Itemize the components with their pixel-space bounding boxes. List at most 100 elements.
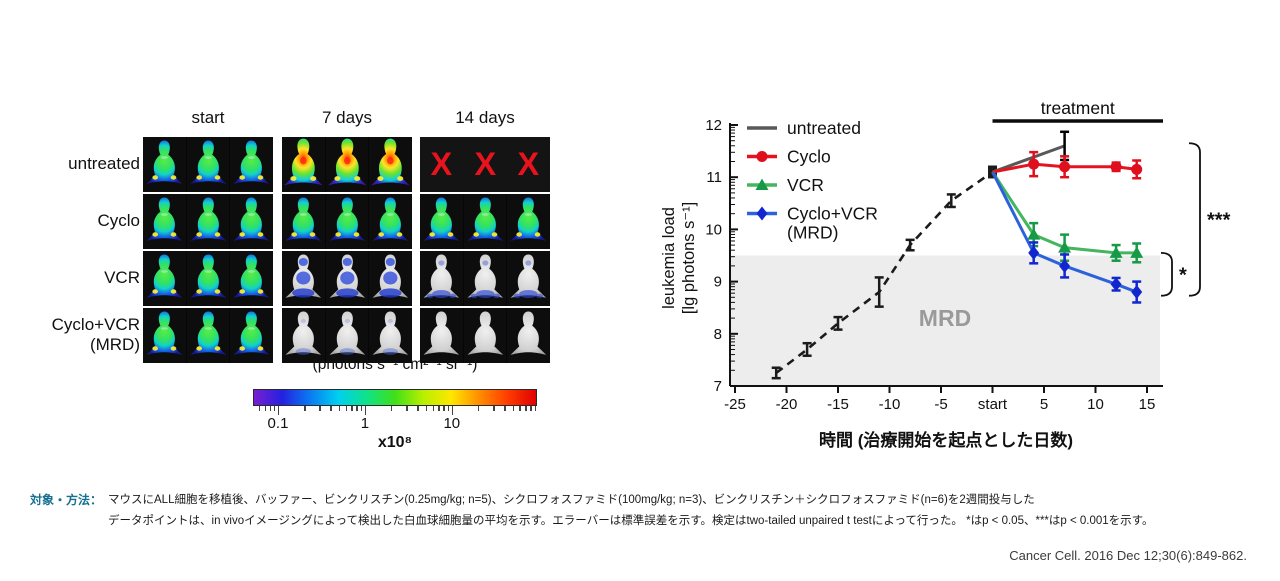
mouse-figure — [146, 254, 183, 298]
legend-label-cyclo-vcr: Cyclo+VCR — [787, 204, 878, 224]
mouse-image — [230, 194, 274, 249]
methods-note: 対象・方法： マウスにALL細胞を移植後、バッファー、ビンクリスチン(0.25m… — [30, 490, 1255, 532]
signal-patch — [377, 176, 384, 181]
signal-patch — [300, 157, 307, 165]
mouse-image-group — [143, 137, 274, 192]
colorbar-tick — [493, 406, 495, 411]
mouse-image — [369, 137, 413, 192]
legend-label-vcr: VCR — [787, 175, 824, 195]
mouse-image — [282, 194, 325, 249]
colorbar-tick-label: 0.1 — [267, 415, 289, 432]
colorbar-title: (photons s⁻¹ cm²⁻¹ sr⁻¹) — [312, 356, 478, 373]
signal-patch — [152, 346, 159, 351]
signal-patch — [170, 346, 177, 351]
marker-vcr — [1130, 246, 1144, 258]
mouse-figure — [233, 311, 270, 355]
mouse-figure — [371, 138, 410, 186]
signal-patch — [257, 346, 264, 351]
mouse-figure — [510, 197, 547, 241]
signal-patch — [386, 258, 396, 266]
mouse-figure — [372, 311, 409, 355]
mouse-figure — [285, 197, 322, 241]
mouse-body — [510, 254, 547, 298]
signal-patch — [429, 232, 436, 237]
signal-patch — [344, 318, 350, 324]
mouse-body — [190, 197, 226, 241]
mouse-body — [372, 197, 409, 241]
mouse-figure — [327, 138, 367, 186]
signal-patch — [353, 176, 360, 181]
mouse-image — [507, 308, 551, 363]
mouse-body — [510, 197, 547, 241]
mouse-image — [369, 308, 413, 363]
colorbar-tick — [391, 406, 393, 411]
mrd-label: MRD — [919, 305, 971, 331]
series-line-untreated — [991, 144, 1066, 174]
signal-patch — [519, 290, 538, 298]
signal-patch — [257, 289, 264, 294]
signal-patch — [379, 288, 402, 298]
colorbar-tick-label: 10 — [443, 415, 461, 432]
signal-patch — [160, 213, 168, 216]
mouse-image — [325, 137, 369, 192]
colorbar-tick — [338, 406, 341, 411]
signal-patch — [170, 232, 177, 237]
x-tick-label: 10 — [1087, 396, 1104, 413]
mouse-figure — [284, 138, 323, 186]
signal-patch — [387, 157, 394, 165]
mouse-image-group — [143, 251, 274, 306]
mouse-image — [230, 308, 274, 363]
marker-cyclo-vcr — [1110, 277, 1122, 292]
signal-patch — [295, 348, 311, 355]
mouse-image-group — [143, 194, 274, 249]
mouse-image — [463, 251, 507, 306]
signal-patch — [298, 258, 308, 266]
mouse-body — [146, 140, 183, 184]
mouse-figure — [372, 254, 409, 298]
mouse-body — [371, 138, 410, 186]
colorbar-tick — [319, 406, 321, 411]
signal-patch — [257, 232, 264, 237]
colorbar-tick — [304, 406, 306, 411]
y-tick-label: 9 — [714, 274, 722, 291]
mouse-body — [190, 140, 226, 184]
mouse-body — [327, 138, 367, 186]
signal-patch — [257, 175, 264, 180]
signal-patch — [448, 293, 457, 299]
signal-patch — [525, 213, 533, 216]
colorbar-tick — [512, 406, 514, 411]
signal-patch — [310, 176, 317, 181]
legend-marker-cyclo — [756, 151, 768, 162]
signal-patch — [447, 232, 454, 237]
signal-patch — [353, 232, 359, 237]
bioluminescence-imaging-panel: start 7 days 14 days untreated X X X Cyclo VCR Cy… — [40, 100, 556, 372]
signal-patch — [248, 270, 256, 273]
marker-cyclo — [1059, 161, 1071, 173]
dead-x-mark: X — [518, 146, 540, 182]
signal-patch — [397, 176, 404, 181]
mouse-figure — [467, 254, 503, 299]
leukemia-load-chart-svg: MRD treatment 7 8 9 10 11 12 -25 -20 -15 -10 -5 start… — [660, 98, 1231, 450]
mouse-figure — [423, 311, 460, 355]
mouse-figure — [233, 197, 270, 241]
mouse-figure — [372, 197, 409, 241]
mouse-image — [143, 137, 186, 192]
mouse-image — [507, 194, 551, 249]
signal-patch — [239, 346, 246, 351]
colorbar-tick — [447, 406, 450, 411]
signal-patch — [525, 260, 532, 266]
mouse-image — [325, 308, 369, 363]
y-tick-label: 12 — [705, 117, 722, 134]
mouse-body — [329, 197, 365, 241]
colorbar-tick — [425, 406, 428, 411]
column-header-7-days: 7 days — [321, 108, 373, 127]
signal-patch — [290, 176, 297, 181]
signal-patch — [378, 232, 385, 237]
x-tick-label: -20 — [776, 396, 798, 413]
signal-patch — [475, 290, 495, 298]
y-tick-label: 8 — [714, 326, 722, 343]
signal-patch — [335, 288, 359, 298]
signal-patch — [299, 213, 307, 216]
colorbar-tick-label: 1 — [360, 415, 370, 432]
dead-x-mark: X — [474, 146, 496, 182]
